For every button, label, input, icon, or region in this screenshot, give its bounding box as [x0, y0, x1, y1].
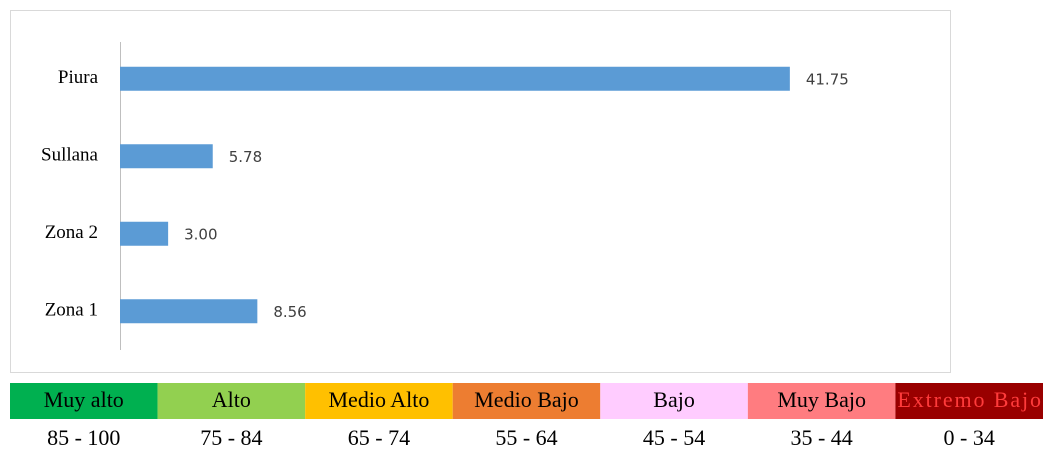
legend-range: 65 - 74: [348, 425, 410, 450]
data-label: 3.00: [184, 225, 217, 243]
legend-range: 45 - 54: [643, 425, 705, 450]
data-label: 5.78: [229, 148, 262, 166]
legend-label: Muy Bajo: [777, 387, 866, 412]
y-tick-label: Zona 1: [45, 300, 98, 321]
legend-swatch: [600, 383, 748, 419]
legend-range: 85 - 100: [47, 425, 120, 450]
data-label: 41.75: [806, 70, 849, 88]
y-tick-label: Piura: [58, 67, 99, 88]
legend-label: Medio Bajo: [474, 387, 579, 412]
legend-swatch: [747, 383, 896, 419]
legend-label: Alto: [212, 387, 251, 412]
legend-label: Medio Alto: [329, 387, 430, 412]
bar: [120, 144, 213, 169]
y-tick-label: Sullana: [41, 145, 99, 166]
legend-swatch: [895, 383, 1043, 419]
legend-range: 35 - 44: [790, 425, 852, 450]
bar: [120, 221, 169, 246]
legend-range: 0 - 34: [944, 425, 995, 450]
data-label: 8.56: [273, 303, 306, 321]
bar: [120, 66, 790, 91]
legend-label: Extremo Bajo: [897, 387, 1041, 412]
legend-swatch: [10, 383, 158, 419]
legend-range: 55 - 64: [495, 425, 557, 450]
y-tick-label: Zona 2: [45, 222, 98, 243]
legend-range: 75 - 84: [200, 425, 262, 450]
legend-swatch: [157, 383, 306, 419]
legend-swatch: [305, 383, 453, 419]
legend-label: Muy alto: [44, 387, 124, 412]
legend-label: Bajo: [653, 387, 695, 412]
legend-swatch: [452, 383, 601, 419]
bar: [120, 299, 258, 324]
